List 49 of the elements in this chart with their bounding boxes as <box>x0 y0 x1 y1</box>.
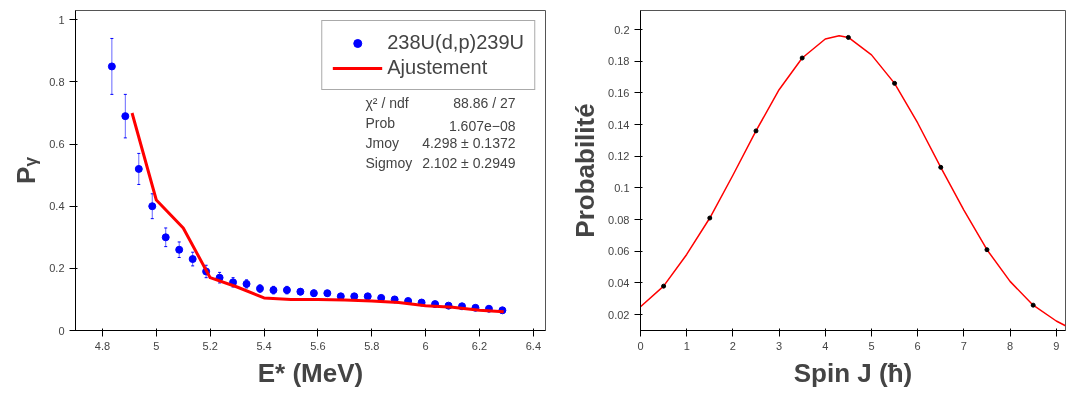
y-tick-label: 0.2 <box>49 262 65 275</box>
y-tick-label: 0.6 <box>49 138 65 151</box>
x-tick-label: 5 <box>153 339 160 352</box>
x-tick-label: 6 <box>422 339 429 352</box>
annotation: 88.86 / 27 <box>453 94 516 111</box>
x-tick-label: 8 <box>1007 339 1014 352</box>
x-tick-label: 7 <box>960 339 967 352</box>
y-tick-label: 0.2 <box>614 23 630 36</box>
y-tick-label: 0.12 <box>608 150 630 163</box>
x-tick-label: 6 <box>914 339 921 352</box>
annotation: Prob <box>365 114 396 131</box>
x-tick-label: 5 <box>868 339 875 352</box>
y-tick-label: 0.02 <box>608 308 630 321</box>
y-tick-label: 0.08 <box>608 213 630 226</box>
y-tick-label: 0.18 <box>608 55 630 68</box>
y-tick-label: 0.06 <box>608 245 630 258</box>
y-tick-label: 0.4 <box>49 200 65 213</box>
y-tick-label: 0.16 <box>608 86 630 99</box>
x-axis-title: Spin J (ħ) <box>793 357 913 388</box>
annotation: χ² / ndf <box>365 94 409 111</box>
legend-label: Ajustement <box>387 56 488 79</box>
x-tick-label: 5.6 <box>310 339 326 352</box>
y-tick-label: 0 <box>58 324 65 337</box>
annotation: 1.607e−08 <box>448 117 516 134</box>
x-tick-label: 2 <box>729 339 736 352</box>
x-tick-label: 1 <box>683 339 690 352</box>
x-tick-label: 6.2 <box>471 339 488 352</box>
x-tick-label: 6.4 <box>525 339 542 352</box>
annotation: 2.102 ± 0.2949 <box>422 154 516 171</box>
y-tick-label: 1 <box>58 13 65 26</box>
y-tick-label: 0.14 <box>608 118 630 131</box>
annotation: Jmoy <box>365 134 399 151</box>
x-axis-title: E* (MeV) <box>257 357 364 388</box>
y-axis-title: Pᵧ <box>11 156 42 184</box>
y-tick-label: 0.8 <box>49 75 65 88</box>
x-tick-label: 0 <box>637 339 644 352</box>
y-axis-title: Probabilité <box>570 103 601 238</box>
legend-label: 238U(d,p)239U <box>387 31 524 54</box>
x-tick-label: 5.4 <box>256 339 272 352</box>
annotation: 4.298 ± 0.1372 <box>422 134 516 151</box>
x-tick-label: 4 <box>822 339 829 352</box>
x-tick-label: 5.8 <box>364 339 380 352</box>
y-tick-label: 0.04 <box>608 276 630 289</box>
x-tick-label: 4.8 <box>94 339 111 352</box>
annotation: Sigmoy <box>365 154 413 171</box>
x-tick-label: 9 <box>1053 339 1060 352</box>
x-tick-label: 5.2 <box>202 339 218 352</box>
y-tick-label: 0.1 <box>614 181 630 194</box>
x-tick-label: 3 <box>776 339 783 352</box>
